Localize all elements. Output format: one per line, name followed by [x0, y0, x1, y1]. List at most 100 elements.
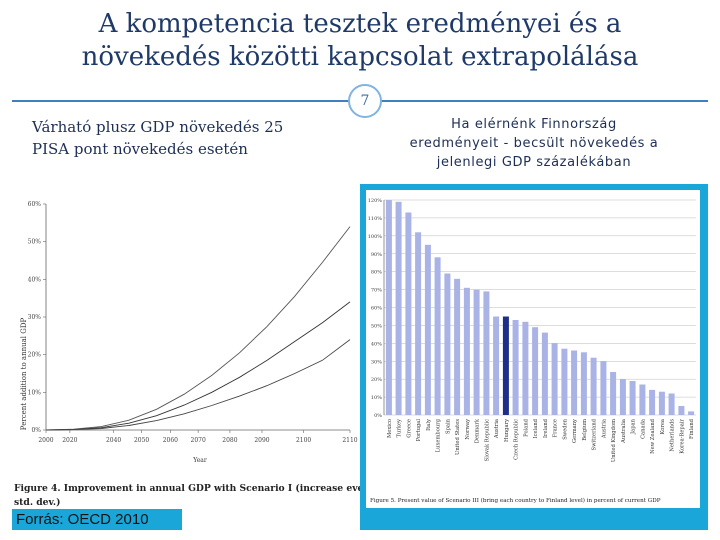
line-chart-xtick-label: 2000: [38, 437, 53, 444]
right-heading-line-2: eredményeit - becsült növekedés a: [409, 136, 659, 151]
bar-new-zealand: [649, 389, 656, 415]
bar-france: [551, 343, 558, 415]
bar-chart-category-label: United Kingdom: [611, 419, 617, 462]
bar-mexico: [385, 200, 392, 415]
line-chart-xtick-label: 2070: [191, 437, 206, 444]
bar-chart-category-label: Czech Republic: [514, 419, 520, 460]
line-chart-xtick-label: 2110: [342, 437, 357, 444]
bar-chart-category-label: Hungary: [504, 419, 510, 442]
bar-chart-category-label: Austria: [494, 419, 500, 439]
bar-chart-caption: Figure 5. Present value of Scenario III …: [370, 497, 661, 504]
line-chart-xtick-label: 2090: [254, 437, 269, 444]
bar-poland: [522, 321, 529, 415]
bar-united-states: [454, 278, 461, 415]
bar-chart-category-label: Turkey: [397, 419, 403, 437]
bar-canada: [639, 384, 646, 415]
line-chart-series-1: [45, 226, 351, 431]
bar-chart-category-label: Australia: [621, 419, 627, 444]
bar-chart: 0% 10% 20% 30% 40% 50% 60% 70% 80% 90% 100% 110% 120…: [368, 198, 696, 504]
bar-finland: [688, 411, 695, 415]
bar-chart-ytick-label: 80%: [371, 270, 382, 276]
bar-chart-category-label: Canada: [640, 419, 646, 439]
line-chart: 0% 10% 20% 30% 40% 50% 60% 2000 2020 2040 2050 2060…: [14, 201, 419, 508]
bar-chart-category-label: Mexico: [387, 419, 393, 438]
line-chart-ytick-label: 20%: [28, 352, 42, 359]
bar-united-kingdom: [610, 372, 617, 415]
bar-korea: [658, 391, 665, 415]
bar-chart-category-label: Austria: [601, 419, 607, 439]
bar-chart-ytick-label: 110%: [368, 216, 383, 222]
bar-greece: [405, 212, 412, 415]
title-line-2: növekedés közötti kapcsolat extrapolálás…: [81, 42, 639, 72]
bar-chart-category-label: Luxembourg: [436, 418, 442, 452]
bar-chart-ytick-label: 120%: [368, 198, 383, 204]
line-chart-xtick-label: 2020: [62, 437, 77, 444]
bar-chart-panel: 0% 10% 20% 30% 40% 50% 60% 70% 80% 90% 100% 110% 120…: [366, 190, 700, 508]
bar-chart-category-label: Korea: [660, 419, 666, 435]
bar-chart-ytick-label: 90%: [371, 252, 382, 258]
bar-chart-category-label: Sweden: [562, 418, 568, 439]
line-chart-caption-line-1: Figure 4. Improvement in annual GDP with…: [14, 483, 360, 494]
bar-sweden: [561, 348, 568, 415]
bar-chart-category-label: United States: [455, 419, 461, 455]
line-chart-ytick-label: 0%: [31, 427, 41, 434]
bar-switzerland: [590, 357, 597, 415]
bar-czech-republic: [512, 320, 519, 415]
bar-chart-category-label: Greece: [406, 419, 412, 438]
line-chart-xtick-label: 2080: [222, 437, 237, 444]
bar-chart-ytick-label: 20%: [371, 377, 382, 383]
line-chart-xtick-label: 2100: [296, 437, 311, 444]
slide-number: 7: [348, 84, 382, 118]
bar-chart-ytick-label: 70%: [371, 288, 382, 294]
bar-chart-category-label: Portugal: [416, 419, 422, 442]
left-heading-line-1: Várható plusz GDP növekedés 25: [32, 118, 284, 136]
bar-chart-category-label: Italy: [426, 419, 432, 431]
bar-italy: [424, 244, 431, 415]
line-chart-series-3: [45, 339, 351, 431]
line-chart-panel: 0% 10% 20% 30% 40% 50% 60% 2000 2020 2040 2050 2060…: [12, 184, 419, 530]
bar-spain: [444, 273, 451, 415]
line-chart-ytick-label: 30%: [28, 314, 42, 321]
line-chart-xlabel: Year: [192, 457, 207, 464]
bar-chart-ytick-label: 40%: [371, 341, 382, 347]
bar-austria: [600, 361, 607, 416]
line-chart-ylabel: Percent addition to annual GDP: [20, 318, 28, 431]
bar-chart-ytick-label: 100%: [368, 234, 383, 240]
bar-ireland: [541, 332, 548, 415]
right-heading: Ha elérnénk Finnország eredményeit - bec…: [360, 115, 708, 172]
line-chart-caption-line-2: std. dev.): [14, 497, 60, 508]
bar-chart-ytick-label: 60%: [371, 306, 382, 312]
bar-luxembourg: [434, 257, 441, 415]
title-line-1: A kompetencia tesztek eredményei és a: [98, 9, 622, 39]
bar-chart-category-label: Korea-Repair: [679, 418, 685, 453]
bar-chart-category-label: Denmark: [475, 418, 481, 443]
bar-denmark: [473, 289, 480, 415]
bar-chart-ytick-label: 50%: [371, 323, 382, 329]
bar-slovak-republic: [483, 291, 490, 415]
line-chart-ytick-label: 60%: [28, 201, 42, 208]
line-chart-xtick-label: 2040: [106, 437, 121, 444]
left-heading-line-2: PISA pont növekedés esetén: [32, 140, 248, 158]
line-chart-series-2: [45, 301, 351, 431]
left-heading: Várható plusz GDP növekedés 25 PISA pont…: [32, 116, 283, 160]
line-chart-ytick-label: 40%: [28, 276, 42, 283]
bar-belgium: [580, 352, 587, 415]
bar-australia: [619, 379, 626, 415]
bar-chart-category-label: New Zealand: [650, 418, 656, 454]
left-heading-box: Várható plusz GDP növekedés 25 PISA pont…: [12, 102, 350, 184]
bar-chart-category-label: Ireland: [543, 418, 549, 438]
bar-chart-ytick-label: 0%: [374, 413, 382, 419]
slide-title: A kompetencia tesztek eredményei és a nö…: [0, 8, 720, 74]
bar-austria: [493, 316, 500, 415]
bar-chart-category-label: Norway: [465, 419, 471, 440]
bar-chart-category-label: Netherlands: [670, 419, 676, 452]
right-heading-line-3: jelenlegi GDP százalékában: [436, 155, 632, 170]
bar-iceland: [532, 327, 539, 415]
bar-germany: [571, 350, 578, 415]
bar-chart-category-label: Belgium: [582, 419, 588, 441]
bar-chart-ytick-label: 30%: [371, 359, 382, 365]
bar-chart-category-label: Germany: [572, 419, 578, 443]
bar-chart-category-label: Japan: [631, 418, 637, 435]
line-chart-xtick-label: 2050: [134, 437, 149, 444]
bar-chart-category-label: Finland: [689, 418, 695, 439]
